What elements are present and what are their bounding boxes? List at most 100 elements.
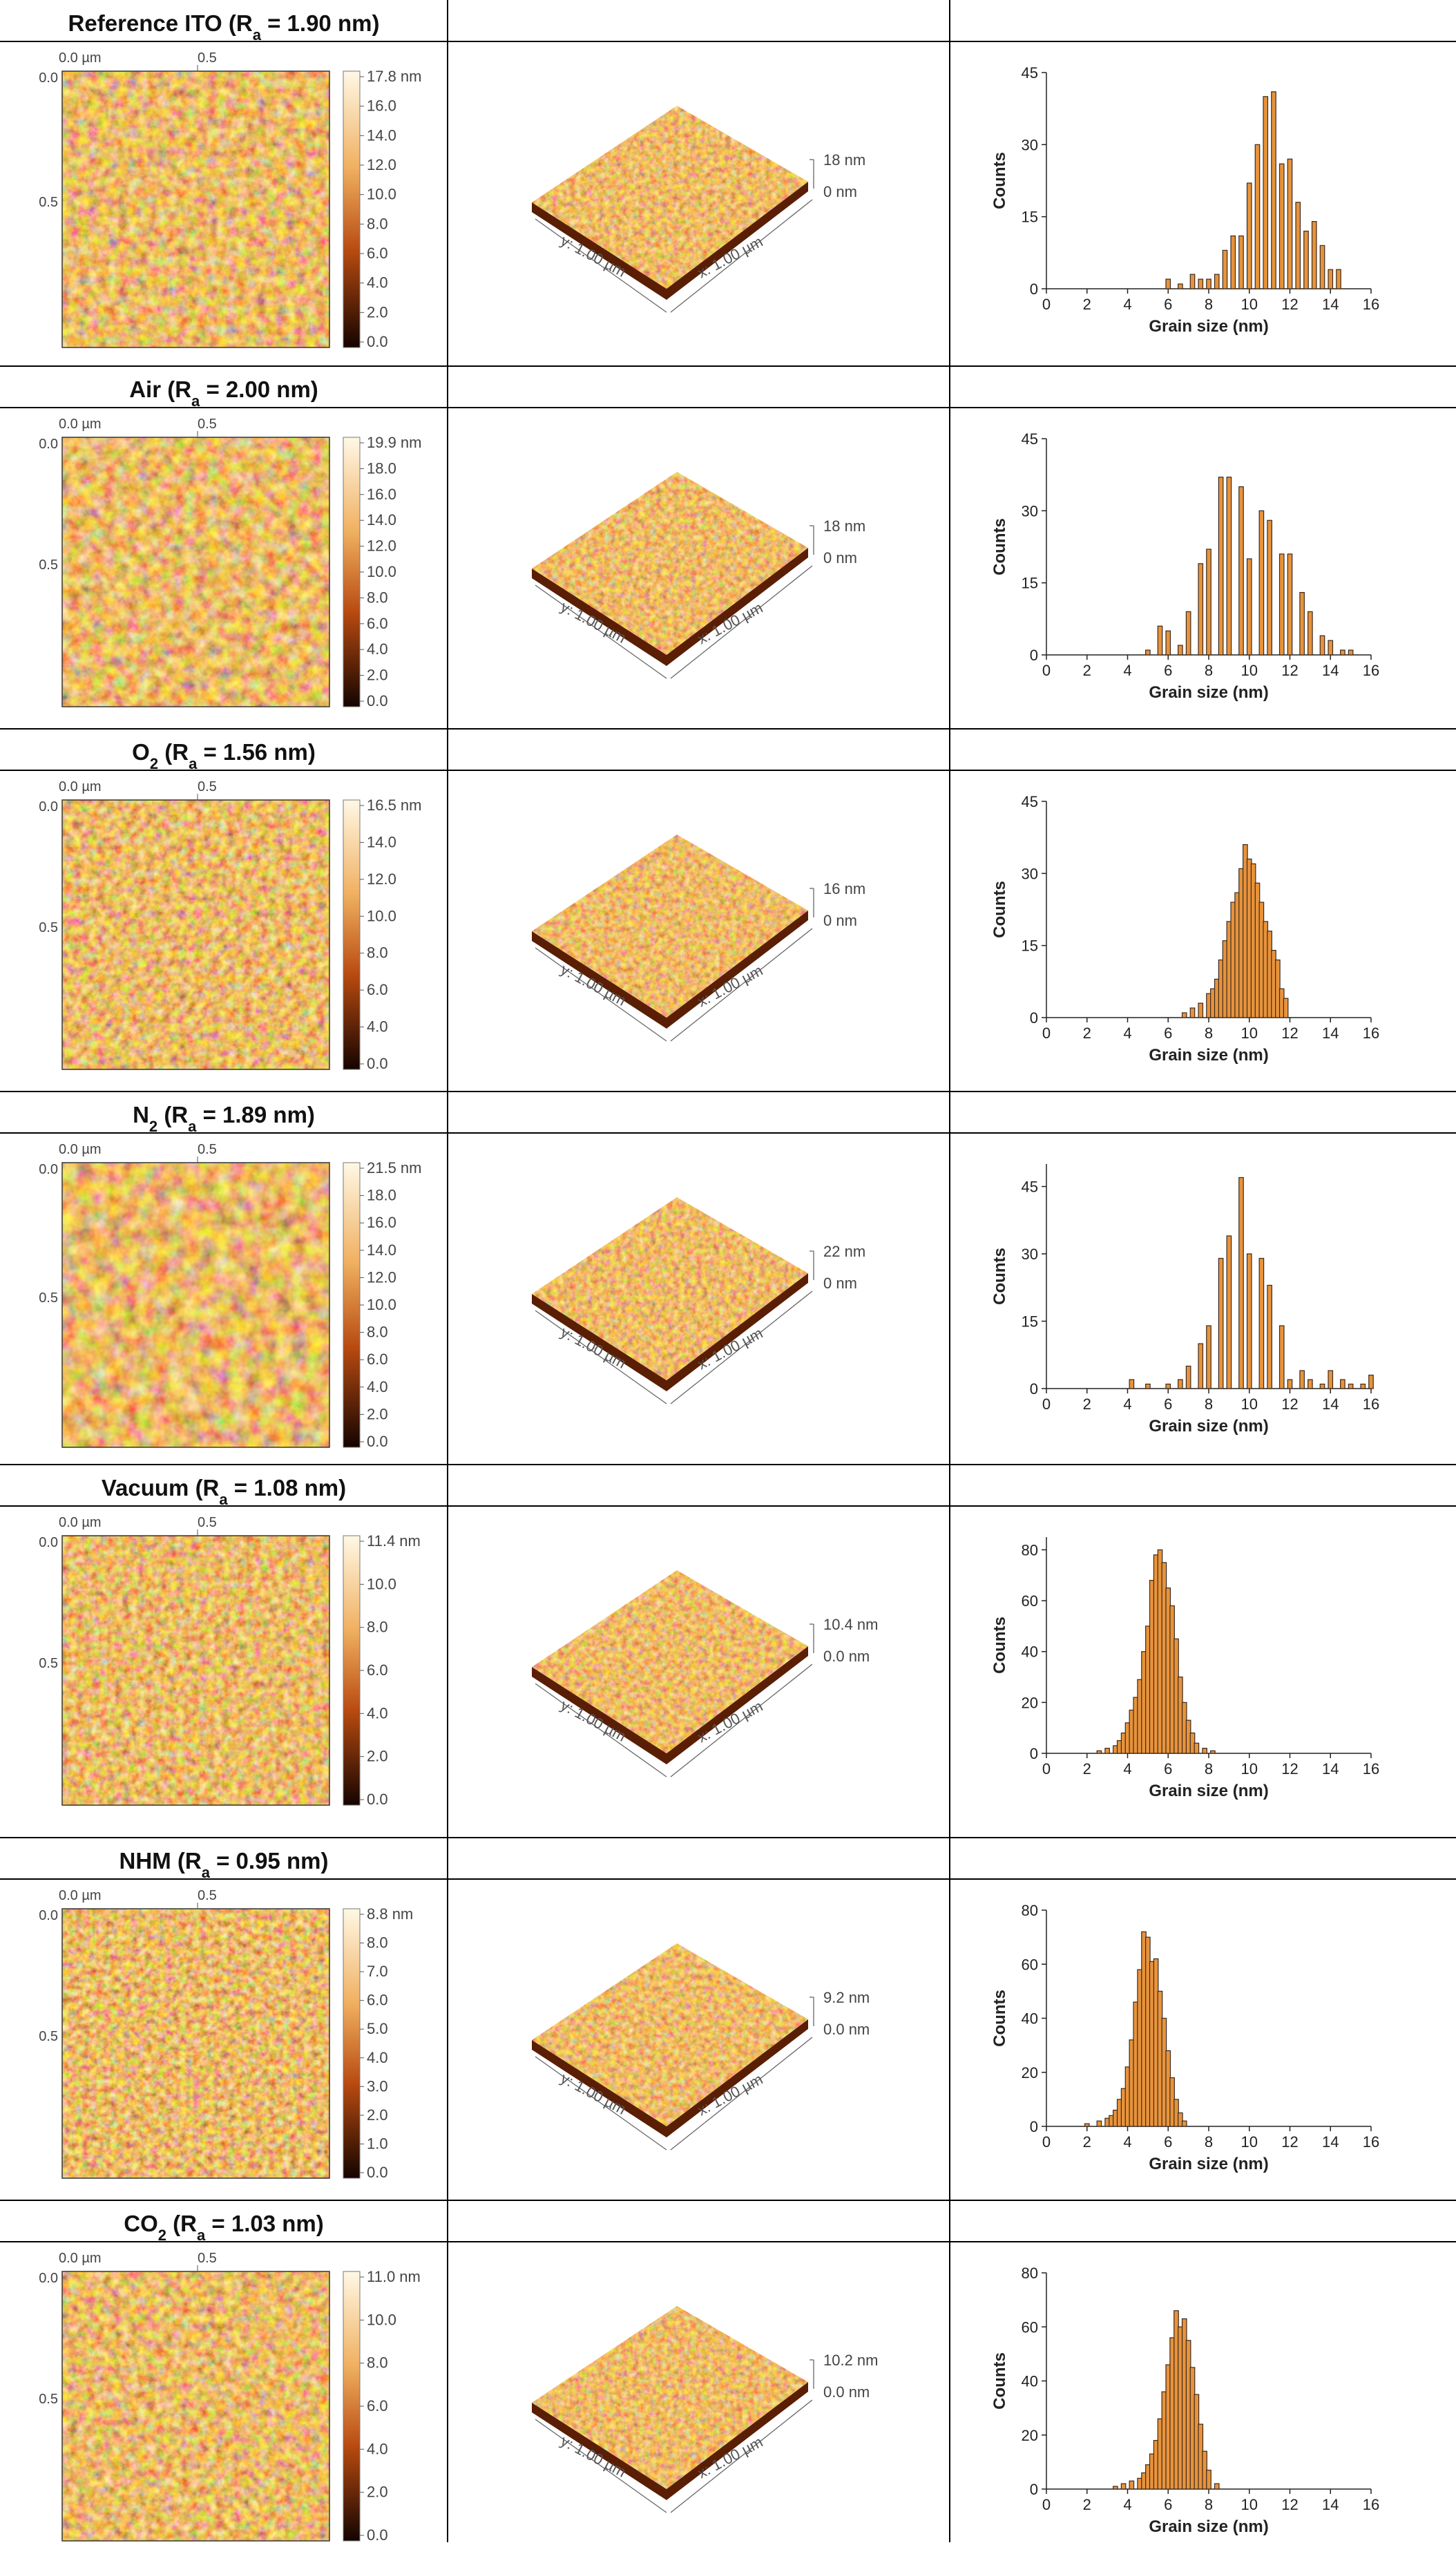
afm-3d-top bbox=[532, 835, 808, 1018]
hist-x-tick-label: 0 bbox=[1042, 1395, 1051, 1413]
colorbar-tick-label: 4.0 bbox=[367, 1018, 388, 1036]
hist-y-tick-label: 20 bbox=[1022, 2427, 1038, 2444]
hist-bar bbox=[1319, 1383, 1325, 1389]
hist-bar bbox=[1185, 611, 1191, 656]
hist-x-axis-label: Grain size (nm) bbox=[1149, 683, 1268, 702]
hist-bar bbox=[1157, 625, 1163, 656]
afm-2d-texture bbox=[62, 2271, 329, 2541]
sample-row: CO2 (Ra = 1.03 nm) 0.0 µm 0.5 0.0 0.5 11.0 nm… bbox=[39, 2211, 1379, 2544]
sample-title: N2 (Ra = 1.89 nm) bbox=[133, 1102, 315, 1135]
hist-x-tick-label: 16 bbox=[1363, 662, 1379, 679]
x-tick-label: 0.5 bbox=[198, 2251, 217, 2266]
hist-bar bbox=[1145, 649, 1151, 656]
hist-bar bbox=[1295, 202, 1301, 289]
hist-y-tick-label: 45 bbox=[1022, 1179, 1038, 1196]
hist-y-tick-label: 30 bbox=[1022, 136, 1038, 153]
afm-3d-side bbox=[532, 1273, 808, 1391]
sample-title: Air (Ra = 2.00 nm) bbox=[129, 377, 318, 410]
hist-y-tick-label: 40 bbox=[1022, 2373, 1038, 2390]
hist-bar bbox=[1348, 1383, 1354, 1389]
hist-bar bbox=[1226, 477, 1232, 656]
sample-title: O2 (Ra = 1.56 nm) bbox=[132, 739, 316, 772]
x-tick-label: 0.5 bbox=[198, 50, 217, 66]
hist-bar bbox=[1145, 1383, 1151, 1389]
hist-bar bbox=[1230, 235, 1236, 289]
hist-y-tick-label: 15 bbox=[1022, 575, 1038, 592]
hist-x-tick-label: 14 bbox=[1322, 1025, 1339, 1042]
3d-x-axis bbox=[670, 565, 813, 679]
colorbar-tick-label: 0.0 bbox=[367, 2164, 388, 2181]
afm-2d-image bbox=[61, 1535, 330, 1806]
hist-x-tick-label: 8 bbox=[1205, 296, 1213, 313]
3d-z-top-label: 10.2 nm bbox=[823, 2352, 879, 2369]
hist-bar bbox=[1178, 2112, 1183, 2127]
colorbar-tick-label: 12.0 bbox=[367, 870, 396, 888]
hist-bar bbox=[1189, 1007, 1196, 1018]
afm-3d-top bbox=[532, 1197, 808, 1380]
hist-y-axis-label: Counts bbox=[990, 1990, 1009, 2047]
hist-bar bbox=[1303, 230, 1309, 289]
3d-y-axis bbox=[535, 1310, 667, 1404]
hist-x-tick-label: 14 bbox=[1322, 662, 1339, 679]
x-tick-label: 0.0 µm bbox=[59, 1888, 102, 1903]
hist-x-tick-label: 0 bbox=[1042, 1025, 1051, 1042]
colorbar-tick-label: 14.0 bbox=[367, 833, 396, 850]
hist-y-tick-label: 80 bbox=[1022, 1541, 1038, 1559]
hist-bar bbox=[1319, 635, 1325, 656]
hist-bar bbox=[1287, 1379, 1293, 1389]
hist-bar bbox=[1311, 221, 1317, 289]
hist-bar bbox=[1267, 520, 1272, 656]
hist-bar bbox=[1185, 1365, 1191, 1389]
hist-bar bbox=[1287, 158, 1293, 289]
hist-x-tick-label: 14 bbox=[1322, 2496, 1339, 2513]
colorbar-tick-label: 8.0 bbox=[367, 1324, 388, 1341]
hist-x-tick-label: 4 bbox=[1123, 2496, 1131, 2513]
hist-x-tick-label: 16 bbox=[1363, 2133, 1379, 2151]
colorbar-tick-label: 10.0 bbox=[367, 1296, 396, 1313]
afm-2d-frame bbox=[61, 1535, 330, 1806]
hist-x-tick-label: 2 bbox=[1083, 2133, 1091, 2151]
3d-z-bottom-label: 0 nm bbox=[823, 912, 857, 929]
3d-x-axis bbox=[670, 2399, 813, 2513]
grain-size-histogram: 0 20 40 60 80 0 2 4 6 8 10 12 14 16 Grain size (nm) Cou… bbox=[990, 1537, 1379, 1800]
colorbar-tick-label: 8.0 bbox=[367, 589, 388, 606]
3d-y-axis bbox=[535, 218, 667, 313]
colorbar-tick-label: 8.0 bbox=[367, 215, 388, 232]
hist-x-tick-label: 6 bbox=[1164, 1395, 1172, 1413]
afm-2d-image bbox=[61, 1908, 330, 2179]
hist-x-tick-label: 12 bbox=[1281, 662, 1298, 679]
hist-bar bbox=[1198, 278, 1204, 289]
colorbar-tick-label: 0.0 bbox=[367, 692, 388, 709]
colorbar-tick-label: 11.4 nm bbox=[367, 1532, 421, 1550]
afm-3d-side bbox=[532, 1646, 808, 1764]
colorbar-tick-label: 0.0 bbox=[367, 333, 388, 350]
sample-row: O2 (Ra = 1.56 nm) 0.0 µm 0.5 0.0 0.5 16.5 nm 1… bbox=[39, 739, 1379, 1072]
hist-y-tick-label: 0 bbox=[1030, 280, 1038, 298]
hist-bar bbox=[1278, 163, 1285, 289]
afm-2d-texture bbox=[62, 1536, 329, 1805]
grain-size-histogram: 0 15 30 45 0 2 4 6 8 10 12 14 16 Grain size (nm) Count… bbox=[990, 793, 1379, 1065]
hist-y-tick-label: 80 bbox=[1022, 2265, 1038, 2282]
x-tick-label: 0.5 bbox=[198, 1142, 217, 1157]
3d-x-axis bbox=[670, 1290, 813, 1404]
hist-x-tick-label: 6 bbox=[1164, 1760, 1172, 1778]
y-tick-label: 0.0 bbox=[39, 799, 58, 814]
sample-row: Reference ITO (Ra = 1.90 nm) 0.0 µm 0.5 0.0… bbox=[39, 10, 1379, 350]
hist-y-axis-label: Counts bbox=[990, 1248, 1009, 1305]
hist-x-tick-label: 10 bbox=[1241, 1025, 1258, 1042]
hist-bar bbox=[1287, 553, 1293, 656]
afm-2d-frame bbox=[61, 799, 330, 1070]
y-tick-label: 0.5 bbox=[39, 195, 58, 210]
hist-x-tick-label: 14 bbox=[1322, 2133, 1339, 2151]
hist-bar bbox=[1340, 1379, 1345, 1389]
3d-z-top-label: 18 nm bbox=[823, 151, 865, 169]
hist-bar bbox=[1120, 2483, 1127, 2490]
hist-y-axis-label: Counts bbox=[990, 1617, 1009, 1674]
hist-x-tick-label: 16 bbox=[1363, 1760, 1379, 1778]
3d-y-axis bbox=[535, 947, 667, 1042]
afm-3d-side bbox=[532, 2019, 808, 2137]
colorbar-tick-label: 2.0 bbox=[367, 303, 388, 321]
colorbar-tick-label: 8.0 bbox=[367, 1619, 388, 1636]
